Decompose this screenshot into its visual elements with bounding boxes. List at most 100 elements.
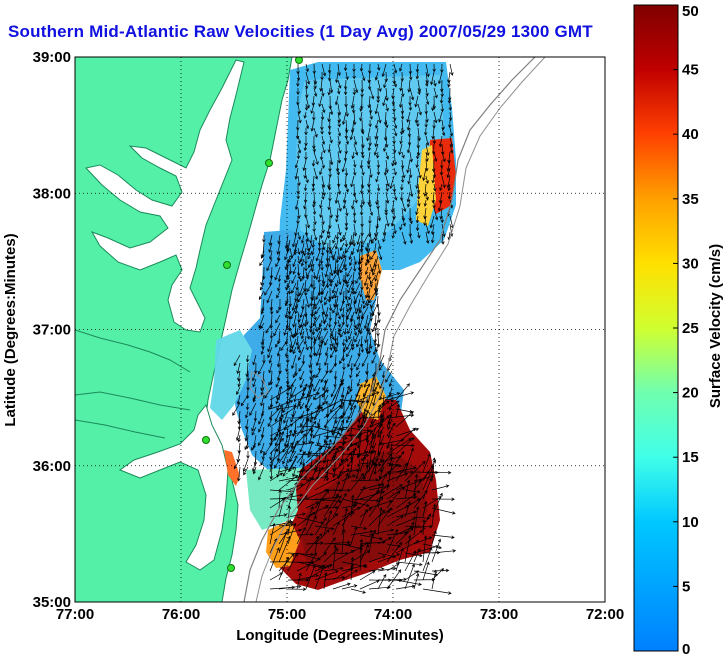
velocity-arrow <box>268 234 273 247</box>
velocity-arrow <box>350 530 374 536</box>
velocity-arrow <box>323 566 344 572</box>
velocity-arrow <box>268 250 273 261</box>
velocity-arrow <box>278 497 286 518</box>
velocity-arrow <box>296 532 314 537</box>
velocity-arrow <box>293 394 297 403</box>
velocity-arrow <box>425 135 430 146</box>
velocity-arrow <box>335 231 340 241</box>
velocity-arrow <box>440 87 445 98</box>
velocity-arrow <box>359 508 368 527</box>
velocity-arrow <box>433 79 437 87</box>
velocity-arrow <box>353 290 361 305</box>
velocity-arrow <box>321 386 329 398</box>
velocity-arrow <box>425 223 430 235</box>
velocity-arrow <box>317 322 321 331</box>
velocity-arrow <box>286 354 290 364</box>
velocity-arrow <box>355 466 361 480</box>
velocity-arrow <box>305 327 310 340</box>
velocity-arrow <box>332 306 337 314</box>
velocity-arrow <box>356 338 361 348</box>
velocity-arrow <box>260 306 265 315</box>
velocity-arrow <box>278 431 283 455</box>
velocity-arrow <box>365 346 370 355</box>
velocity-arrow <box>415 223 420 232</box>
velocity-arrow <box>321 183 326 197</box>
velocity-arrow <box>423 215 427 227</box>
velocity-arrow <box>296 511 316 527</box>
velocity-arrow <box>237 378 241 388</box>
velocity-arrow <box>264 386 273 399</box>
velocity-arrow <box>429 215 435 229</box>
velocity-arrow <box>327 127 332 136</box>
velocity-arrow <box>288 250 297 264</box>
velocity-arrow <box>311 183 316 192</box>
velocity-arrow <box>307 450 313 459</box>
velocity-arrow <box>305 119 310 130</box>
velocity-arrow <box>296 191 300 200</box>
velocity-arrow <box>278 385 283 401</box>
velocity-arrow <box>413 548 421 563</box>
velocity-arrow <box>400 183 404 191</box>
velocity-arrow <box>329 279 333 287</box>
velocity-arrow <box>359 534 383 541</box>
velocity-arrow <box>423 183 427 197</box>
velocity-arrow <box>404 550 416 572</box>
velocity-arrow <box>337 127 342 137</box>
velocity-arrow <box>337 135 341 145</box>
velocity-arrow <box>314 466 324 482</box>
velocity-arrow <box>374 127 379 140</box>
velocity-arrow <box>359 462 376 482</box>
velocity-arrow <box>317 418 321 427</box>
velocity-arrow <box>369 111 373 120</box>
velocity-arrow <box>376 159 381 169</box>
velocity-arrow <box>269 433 279 446</box>
velocity-arrow <box>337 247 341 261</box>
y-tick-label: 36:00 <box>33 458 71 475</box>
velocity-arrow <box>296 527 306 545</box>
velocity-arrow <box>395 493 417 509</box>
velocity-arrow <box>350 404 357 419</box>
velocity-arrow <box>393 167 397 176</box>
velocity-arrow <box>299 274 305 282</box>
velocity-arrow <box>276 306 281 314</box>
velocity-arrow <box>236 394 241 405</box>
velocity-arrow <box>387 470 414 474</box>
velocity-arrow <box>324 266 329 278</box>
colorbar-tick-label: 25 <box>682 320 699 337</box>
velocity-arrow <box>252 378 257 388</box>
velocity-arrow <box>324 306 329 318</box>
velocity-arrow <box>299 250 305 263</box>
velocity-arrow <box>337 311 342 320</box>
velocity-arrow <box>438 111 443 123</box>
velocity-arrow <box>312 314 321 327</box>
velocity-arrow <box>404 521 415 536</box>
colorbar-tick-label: 40 <box>682 126 699 143</box>
velocity-arrow <box>359 579 380 590</box>
velocity-arrow <box>321 303 326 316</box>
velocity-arrow <box>431 530 437 545</box>
velocity-arrow <box>449 63 454 76</box>
velocity-arrow <box>292 314 297 328</box>
velocity-arrow <box>401 199 407 213</box>
velocity-arrow <box>417 231 421 239</box>
velocity-arrow <box>321 191 325 200</box>
velocity-arrow <box>261 450 265 460</box>
velocity-arrow <box>332 480 340 500</box>
velocity-arrow <box>296 572 302 590</box>
chesapeake-bay <box>85 59 245 333</box>
velocity-arrow <box>374 119 379 129</box>
velocity-arrow <box>284 298 289 307</box>
velocity-arrow <box>305 417 310 446</box>
velocity-arrow <box>337 79 342 89</box>
velocity-arrow <box>275 378 281 388</box>
velocity-arrow <box>311 95 316 107</box>
velocity-arrow <box>368 453 381 464</box>
velocity-arrow <box>377 473 387 491</box>
bathymetry-contour-outer <box>255 57 546 602</box>
velocity-arrow <box>297 135 302 145</box>
velocity-arrow <box>353 255 358 266</box>
velocity-arrow <box>233 458 241 470</box>
velocity-arrow <box>385 151 390 160</box>
velocity-arrow <box>324 354 329 366</box>
velocity-arrow <box>260 458 265 466</box>
